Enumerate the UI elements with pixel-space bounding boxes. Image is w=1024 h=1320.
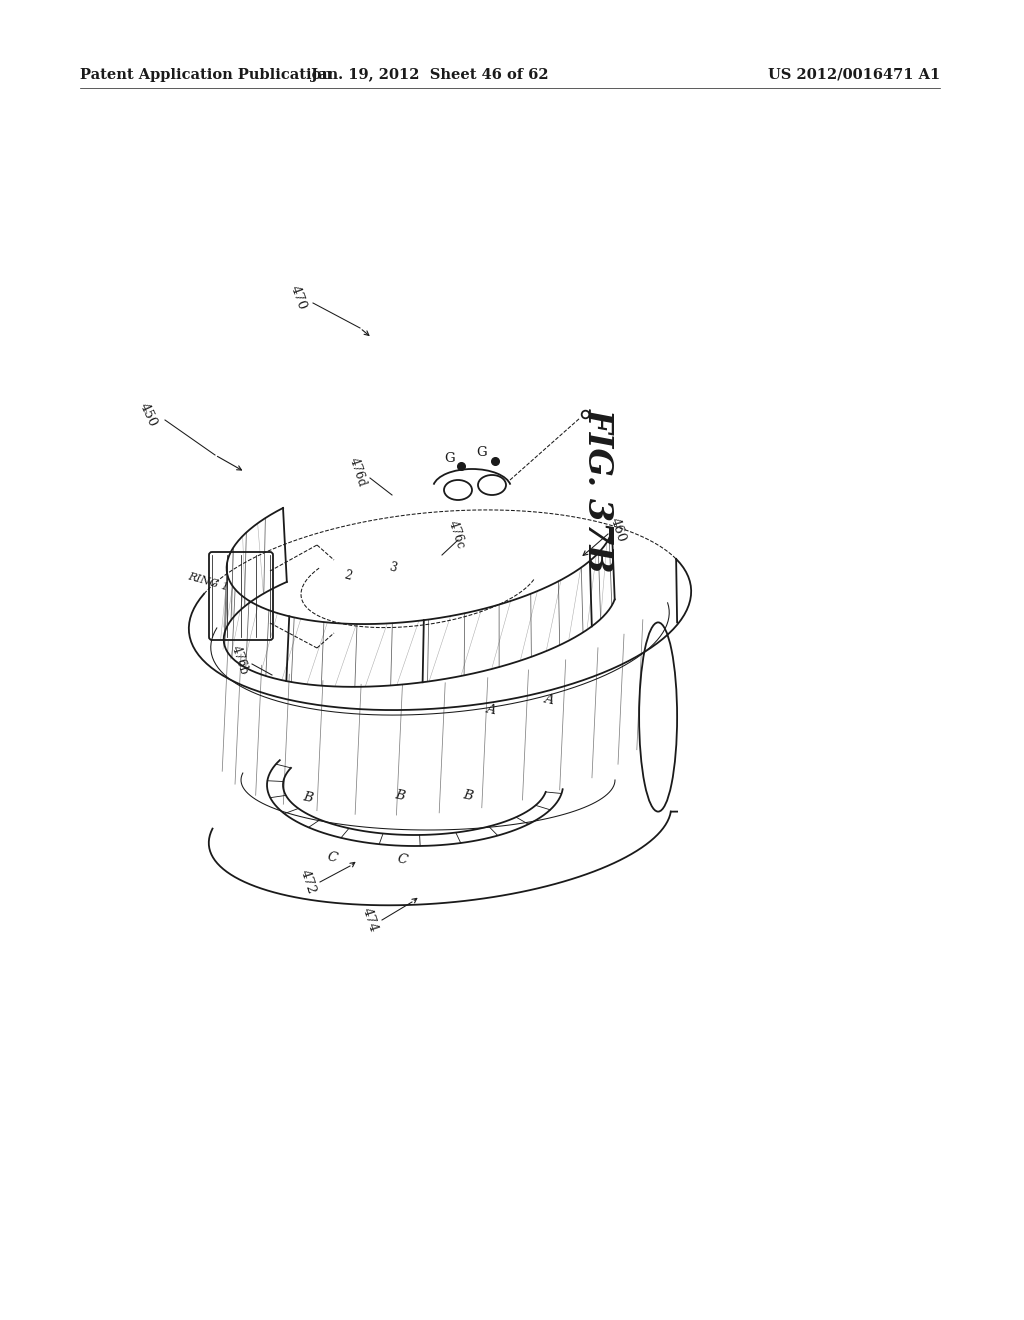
Text: US 2012/0016471 A1: US 2012/0016471 A1 bbox=[768, 69, 940, 82]
Text: 450: 450 bbox=[137, 401, 159, 429]
Text: A: A bbox=[484, 702, 496, 717]
Text: B: B bbox=[462, 788, 474, 804]
Text: C: C bbox=[395, 853, 409, 867]
Text: B: B bbox=[394, 788, 407, 804]
Text: 476b: 476b bbox=[229, 644, 251, 676]
Text: Patent Application Publication: Patent Application Publication bbox=[80, 69, 332, 82]
Text: 2: 2 bbox=[343, 569, 353, 583]
Text: 470: 470 bbox=[288, 284, 308, 312]
Text: 476c: 476c bbox=[445, 519, 467, 550]
Text: C: C bbox=[326, 850, 338, 866]
Text: A: A bbox=[542, 693, 554, 708]
Text: Jan. 19, 2012  Sheet 46 of 62: Jan. 19, 2012 Sheet 46 of 62 bbox=[311, 69, 549, 82]
Text: FIG. 37B: FIG. 37B bbox=[582, 408, 614, 573]
Text: 460: 460 bbox=[608, 516, 628, 544]
Text: 472: 472 bbox=[298, 869, 318, 896]
Text: G: G bbox=[477, 446, 487, 459]
Text: 3: 3 bbox=[388, 561, 398, 576]
Text: 476d: 476d bbox=[347, 455, 369, 488]
Text: B: B bbox=[302, 791, 314, 805]
Text: G: G bbox=[444, 451, 456, 465]
Text: RING 1: RING 1 bbox=[186, 572, 229, 593]
Text: 474: 474 bbox=[359, 906, 380, 935]
